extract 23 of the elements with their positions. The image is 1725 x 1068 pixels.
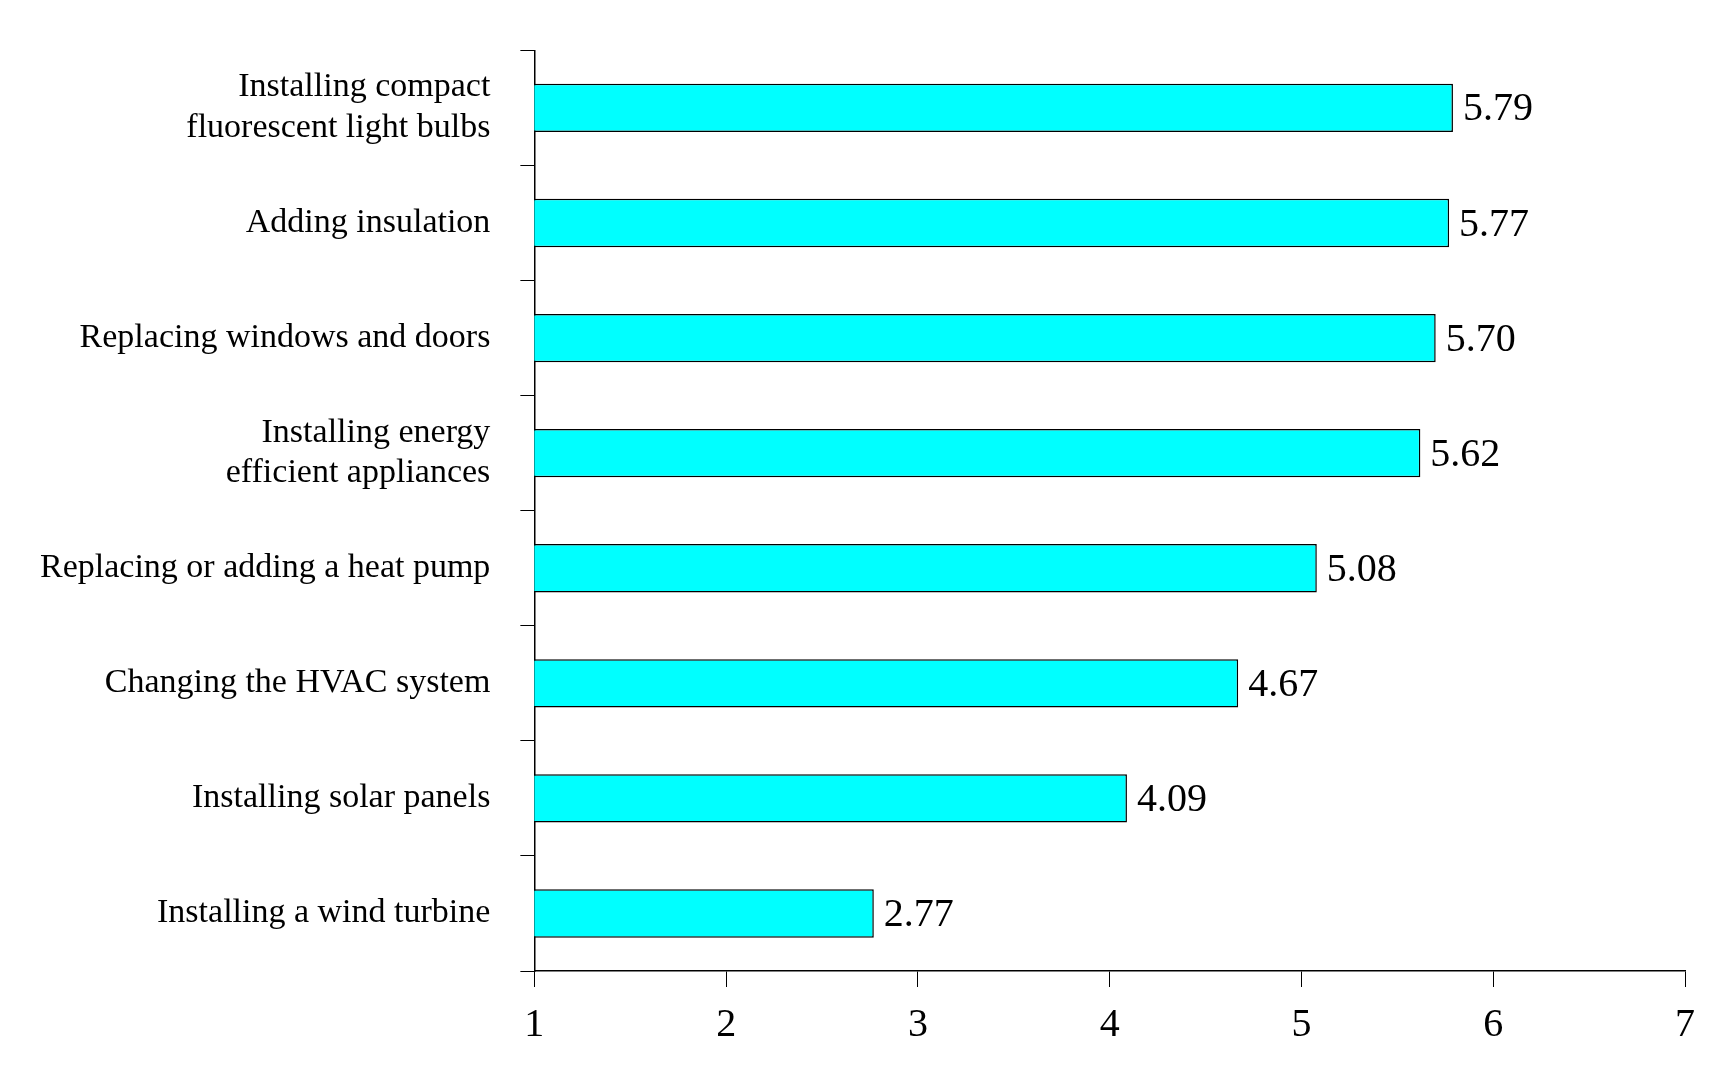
data-label: 5.70 — [1445, 314, 1516, 360]
x-tick-label: 4 — [1099, 999, 1120, 1045]
x-tick-label: 5 — [1291, 999, 1312, 1045]
y-tick-label: Installing energy efficient appliances — [225, 411, 491, 490]
y-tick-label: Adding insulation — [245, 201, 491, 239]
data-label: 5.62 — [1430, 429, 1501, 475]
x-tick-label: 3 — [907, 999, 928, 1045]
data-label: 5.79 — [1462, 84, 1533, 130]
data-label: 5.08 — [1326, 544, 1397, 590]
x-tick-label: 2 — [716, 999, 737, 1045]
data-label: 2.77 — [883, 889, 954, 935]
x-tick-label: 6 — [1483, 999, 1504, 1045]
data-label: 4.67 — [1248, 659, 1319, 705]
y-tick-label: Installing solar panels — [191, 777, 491, 815]
y-tick-label: Installing a wind turbine — [157, 892, 491, 930]
y-tick-label: Installing compact fluorescent light bulbs — [186, 66, 491, 145]
y-tick-label: Replacing windows and doors — [79, 317, 491, 355]
y-tick-label: Replacing or adding a heat pump — [39, 547, 491, 585]
y-tick-label: Changing the HVAC system — [104, 662, 491, 700]
data-label: 5.77 — [1459, 199, 1530, 245]
x-tick-label: 1 — [524, 999, 545, 1045]
data-label: 4.09 — [1136, 774, 1207, 820]
x-tick-label: 7 — [1675, 999, 1695, 1045]
